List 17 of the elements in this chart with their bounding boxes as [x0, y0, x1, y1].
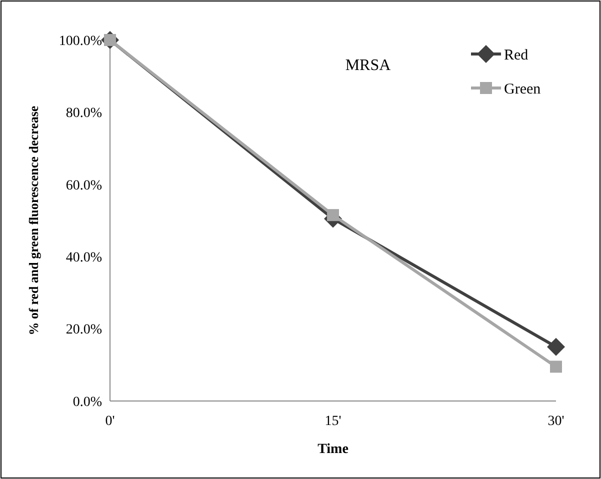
- legend-label: Red: [504, 47, 529, 64]
- x-axis-title: Time: [318, 442, 348, 457]
- y-tick-label: 80.0%: [66, 106, 102, 122]
- y-tick-label: 100.0%: [58, 34, 102, 49]
- y-tick-label: 20.0%: [66, 322, 102, 338]
- y-tick-label: 0.0%: [72, 394, 102, 410]
- text: MRSA: [345, 57, 392, 74]
- y-tick-label: 60.0%: [66, 178, 102, 194]
- y-tick-label: 40.0%: [66, 250, 102, 266]
- x-tick-label: 15': [324, 414, 342, 429]
- x-tick-label: 30': [548, 414, 564, 429]
- point: [547, 338, 565, 356]
- y-axis-title: % of red and green fluorescence decrease: [26, 106, 41, 336]
- point: [327, 209, 339, 222]
- legend-label: Green: [504, 81, 542, 98]
- x-tick-label: 0': [105, 414, 115, 429]
- point: [550, 360, 562, 373]
